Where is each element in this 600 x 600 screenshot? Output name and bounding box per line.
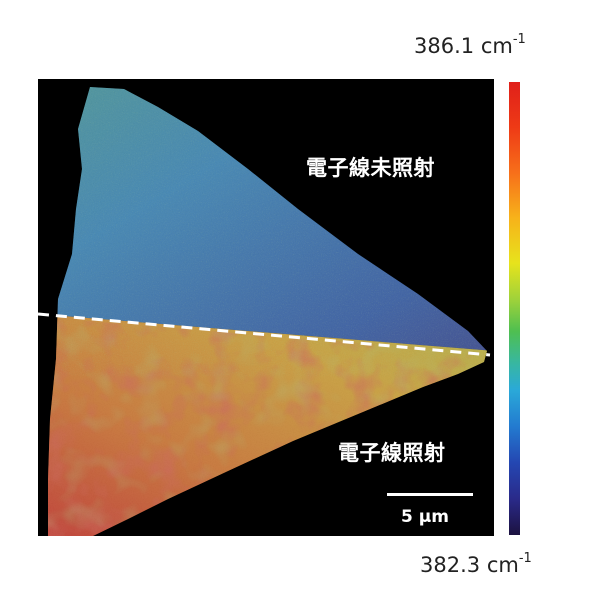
- raman-map-graphic: [38, 79, 494, 536]
- colorbar-max-value: 386.1: [414, 34, 475, 58]
- scale-bar-label: 5 µm: [401, 507, 449, 527]
- colorbar-min-unit: cm: [486, 553, 519, 577]
- colorbar-min-label: 382.3 cm-1: [420, 551, 532, 577]
- label-irradiated: 電子線照射: [338, 441, 446, 465]
- scale-bar-line: [387, 493, 473, 496]
- colorbar-max-label: 386.1 cm-1: [414, 32, 526, 58]
- colorbar-max-unit: cm: [480, 34, 513, 58]
- boundary-dashed-line: [38, 312, 491, 357]
- colorbar-max-exponent: -1: [512, 32, 526, 47]
- colorbar: [509, 82, 520, 535]
- colorbar-min-value: 382.3: [420, 553, 481, 577]
- colorbar-min-exponent: -1: [518, 551, 532, 566]
- raman-map: 電子線未照射 電子線照射 5 µm: [38, 79, 494, 536]
- label-unirradiated: 電子線未照射: [306, 156, 435, 180]
